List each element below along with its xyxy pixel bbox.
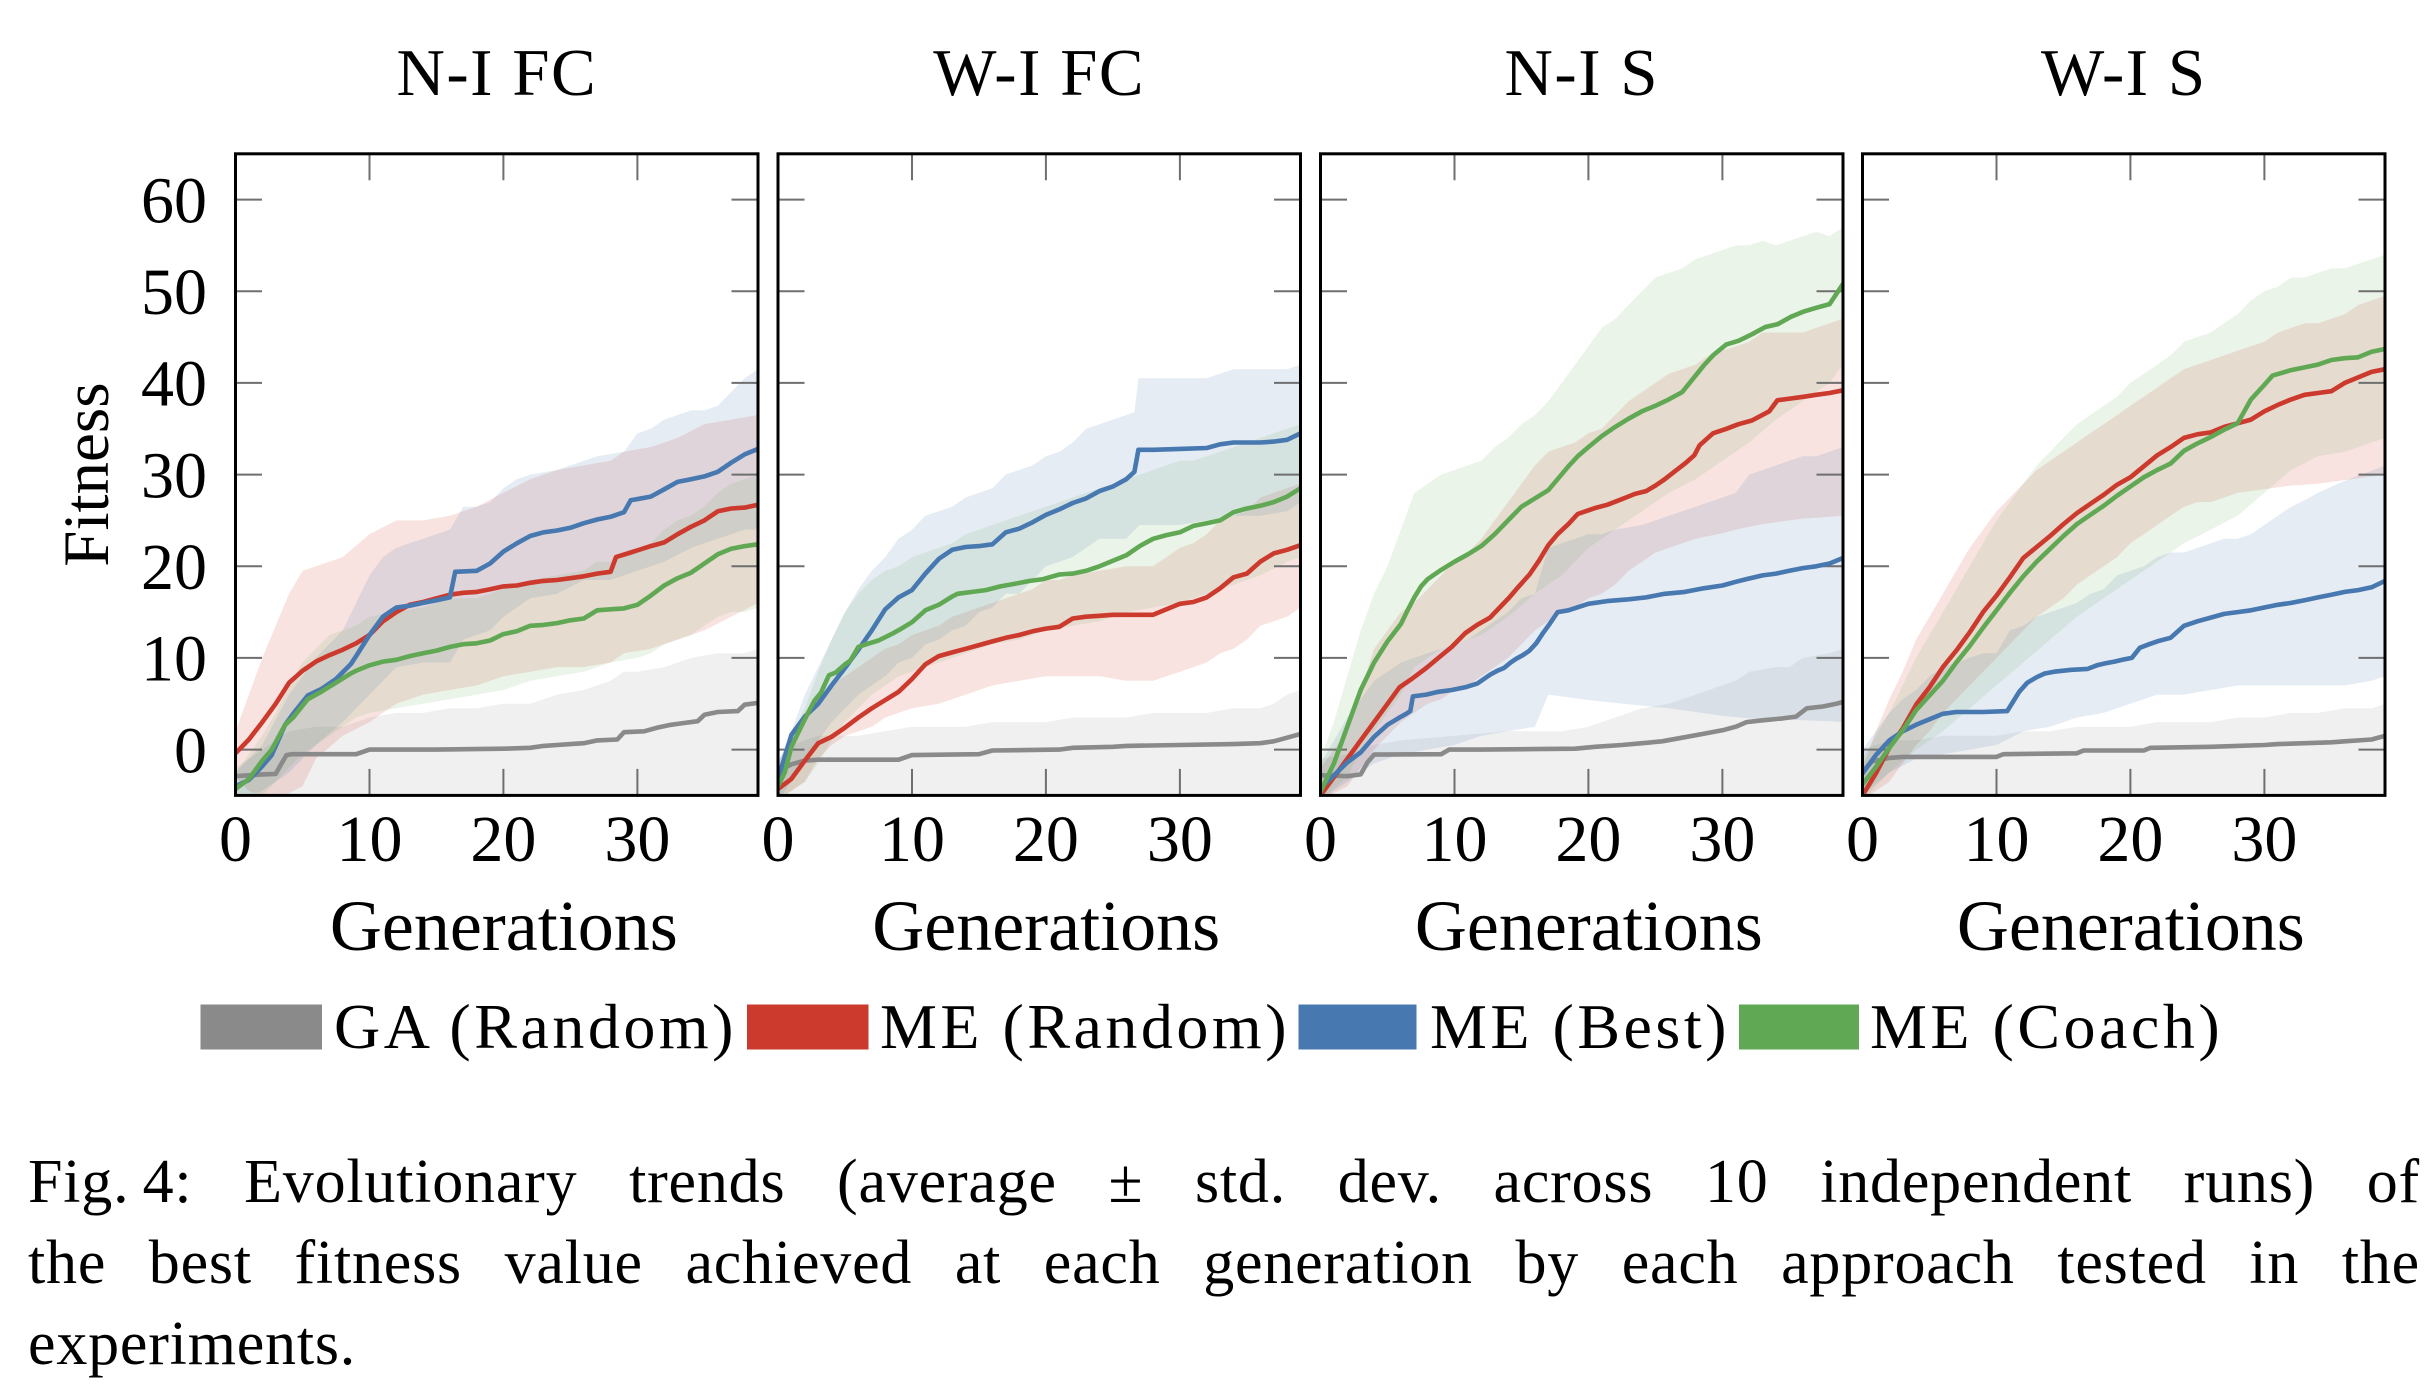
svg-text:20: 20 (1555, 803, 1621, 876)
svg-text:30: 30 (2231, 803, 2297, 876)
svg-text:30: 30 (1147, 803, 1213, 876)
svg-text:0: 0 (762, 803, 795, 876)
svg-text:60: 60 (141, 164, 207, 237)
svg-text:ME (Random): ME (Random) (880, 991, 1290, 1062)
svg-text:10: 10 (141, 623, 207, 696)
svg-text:20: 20 (1013, 803, 1079, 876)
svg-text:20: 20 (141, 531, 207, 604)
svg-text:W-I S: W-I S (2041, 36, 2207, 110)
svg-text:30: 30 (141, 439, 207, 512)
svg-text:40: 40 (141, 348, 207, 421)
svg-text:30: 30 (1689, 803, 1755, 876)
svg-text:N-I FC: N-I FC (396, 36, 597, 110)
svg-text:0: 0 (219, 803, 252, 876)
svg-text:0: 0 (1846, 803, 1879, 876)
svg-text:0: 0 (1304, 803, 1337, 876)
svg-text:10: 10 (879, 803, 945, 876)
svg-text:20: 20 (2097, 803, 2163, 876)
svg-text:Generations: Generations (1415, 886, 1763, 966)
svg-text:Fitness: Fitness (51, 382, 123, 566)
svg-text:ME (Coach): ME (Coach) (1870, 991, 2223, 1062)
svg-text:Generations: Generations (330, 886, 678, 966)
svg-text:Generations: Generations (1957, 886, 2305, 966)
svg-text:10: 10 (337, 803, 403, 876)
svg-text:10: 10 (1964, 803, 2030, 876)
svg-text:ME (Best): ME (Best) (1430, 991, 1730, 1062)
svg-text:10: 10 (1422, 803, 1488, 876)
svg-text:N-I S: N-I S (1505, 36, 1660, 110)
svg-text:20: 20 (470, 803, 536, 876)
svg-text:W-I FC: W-I FC (933, 36, 1145, 110)
svg-text:50: 50 (141, 256, 207, 329)
svg-text:30: 30 (604, 803, 670, 876)
svg-text:GA (Random): GA (Random) (334, 991, 737, 1062)
svg-text:Generations: Generations (872, 886, 1220, 966)
svg-text:0: 0 (174, 714, 207, 787)
